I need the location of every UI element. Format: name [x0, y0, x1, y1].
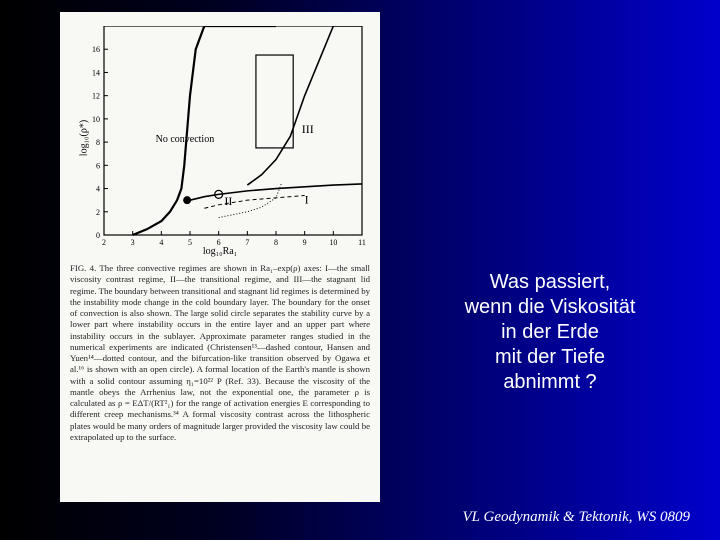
svg-text:0: 0 [96, 231, 100, 240]
question-line: abnimmt ? [440, 370, 660, 395]
figure-caption: FIG. 4. The three convective regimes are… [70, 263, 370, 443]
svg-text:2: 2 [96, 208, 100, 217]
question-text: Was passiert, wenn die Viskosität in der… [440, 270, 660, 395]
svg-text:No convection: No convection [156, 134, 215, 145]
figure-panel: 2345678910110246810121416 No convectionI… [60, 12, 380, 502]
svg-text:11: 11 [358, 238, 366, 247]
footer-text: VL Geodynamik & Tektonik, WS 0809 [463, 509, 690, 526]
svg-text:I: I [305, 193, 309, 207]
x-axis-label: log₁₀Ra₁ [203, 246, 237, 257]
svg-text:III: III [302, 122, 314, 136]
svg-text:6: 6 [96, 161, 100, 170]
svg-text:II: II [224, 194, 232, 208]
question-line: mit der Tiefe [440, 345, 660, 370]
svg-text:12: 12 [92, 92, 100, 101]
question-line: in der Erde [440, 320, 660, 345]
question-line: wenn die Viskosität [440, 295, 660, 320]
svg-text:8: 8 [274, 238, 278, 247]
question-line: Was passiert, [440, 270, 660, 295]
svg-text:10: 10 [92, 115, 100, 124]
svg-text:14: 14 [92, 68, 100, 77]
svg-text:8: 8 [96, 138, 100, 147]
svg-text:9: 9 [303, 238, 307, 247]
svg-text:7: 7 [245, 238, 249, 247]
svg-text:16: 16 [92, 45, 100, 54]
svg-text:4: 4 [96, 185, 100, 194]
y-axis-label: log₁₀(ρ*) [79, 119, 90, 155]
svg-text:3: 3 [131, 238, 135, 247]
chart-svg: 2345678910110246810121416 No convectionI… [70, 20, 370, 255]
svg-text:5: 5 [188, 238, 192, 247]
svg-text:4: 4 [159, 238, 163, 247]
svg-text:10: 10 [329, 238, 337, 247]
svg-text:2: 2 [102, 238, 106, 247]
regime-chart: 2345678910110246810121416 No convectionI… [70, 20, 370, 255]
